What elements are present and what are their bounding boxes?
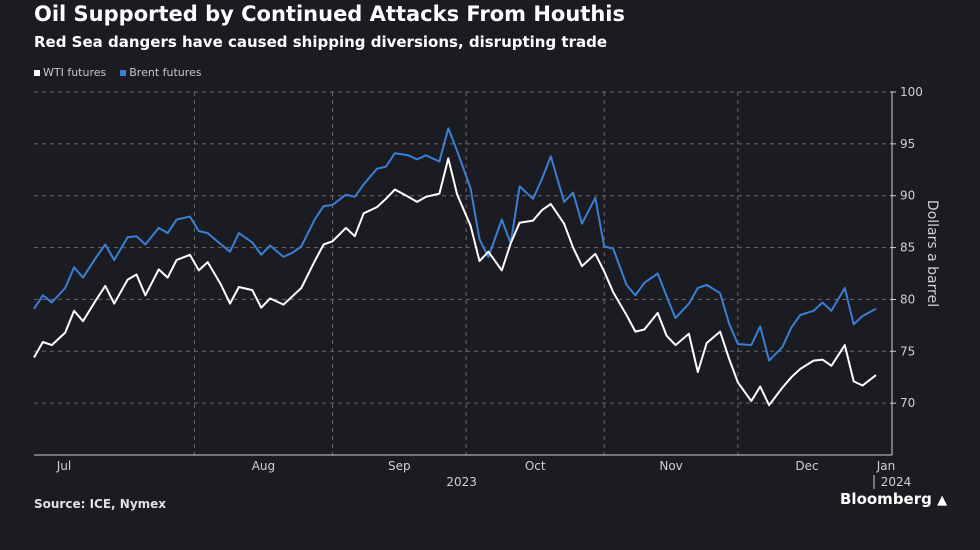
y-tick-label: 80 bbox=[900, 292, 915, 306]
legend-label-wti: WTI futures bbox=[43, 66, 107, 79]
brand-name: Bloomberg bbox=[840, 490, 932, 508]
chart-title: Oil Supported by Continued Attacks From … bbox=[34, 2, 625, 26]
y-tick-label: 75 bbox=[900, 344, 915, 358]
source-note: Source: ICE, Nymex bbox=[34, 497, 167, 511]
brand-icon: ▲ bbox=[937, 493, 948, 508]
legend-swatch-wti bbox=[34, 69, 40, 76]
y-tick-label: 100 bbox=[900, 85, 923, 99]
series-line-brent-futures bbox=[33, 127, 877, 362]
legend-swatch-brent bbox=[120, 69, 127, 76]
y-tick-label: 85 bbox=[900, 241, 915, 255]
x-tick-label: Sep bbox=[388, 459, 411, 473]
legend-label-brent: Brent futures bbox=[129, 66, 202, 79]
x-year-label: 2023 bbox=[446, 475, 477, 489]
x-tick-label: Jul bbox=[56, 459, 71, 473]
y-axis-title: Dollars a barrel bbox=[924, 200, 940, 307]
x-tick-label: Aug bbox=[252, 459, 275, 473]
legend-item-brent: Brent futures bbox=[120, 66, 202, 79]
series-line-wti-futures bbox=[33, 157, 877, 407]
y-tick-label: 70 bbox=[900, 396, 915, 410]
x-tick-label: Dec bbox=[795, 459, 818, 473]
x-tick-label: Oct bbox=[525, 459, 546, 473]
x-year-label: 2024 bbox=[881, 475, 912, 489]
y-tick-label: 90 bbox=[900, 189, 915, 203]
chart-subtitle: Red Sea dangers have caused shipping div… bbox=[34, 33, 608, 51]
x-tick-label: Jan bbox=[876, 459, 896, 473]
y-tick-label: 95 bbox=[900, 137, 915, 151]
bloomberg-logo: Bloomberg ▲ bbox=[840, 490, 947, 508]
legend-item-wti: WTI futures bbox=[34, 66, 106, 79]
legend: WTI futures Brent futures bbox=[34, 66, 202, 79]
x-tick-label: Nov bbox=[659, 459, 682, 473]
